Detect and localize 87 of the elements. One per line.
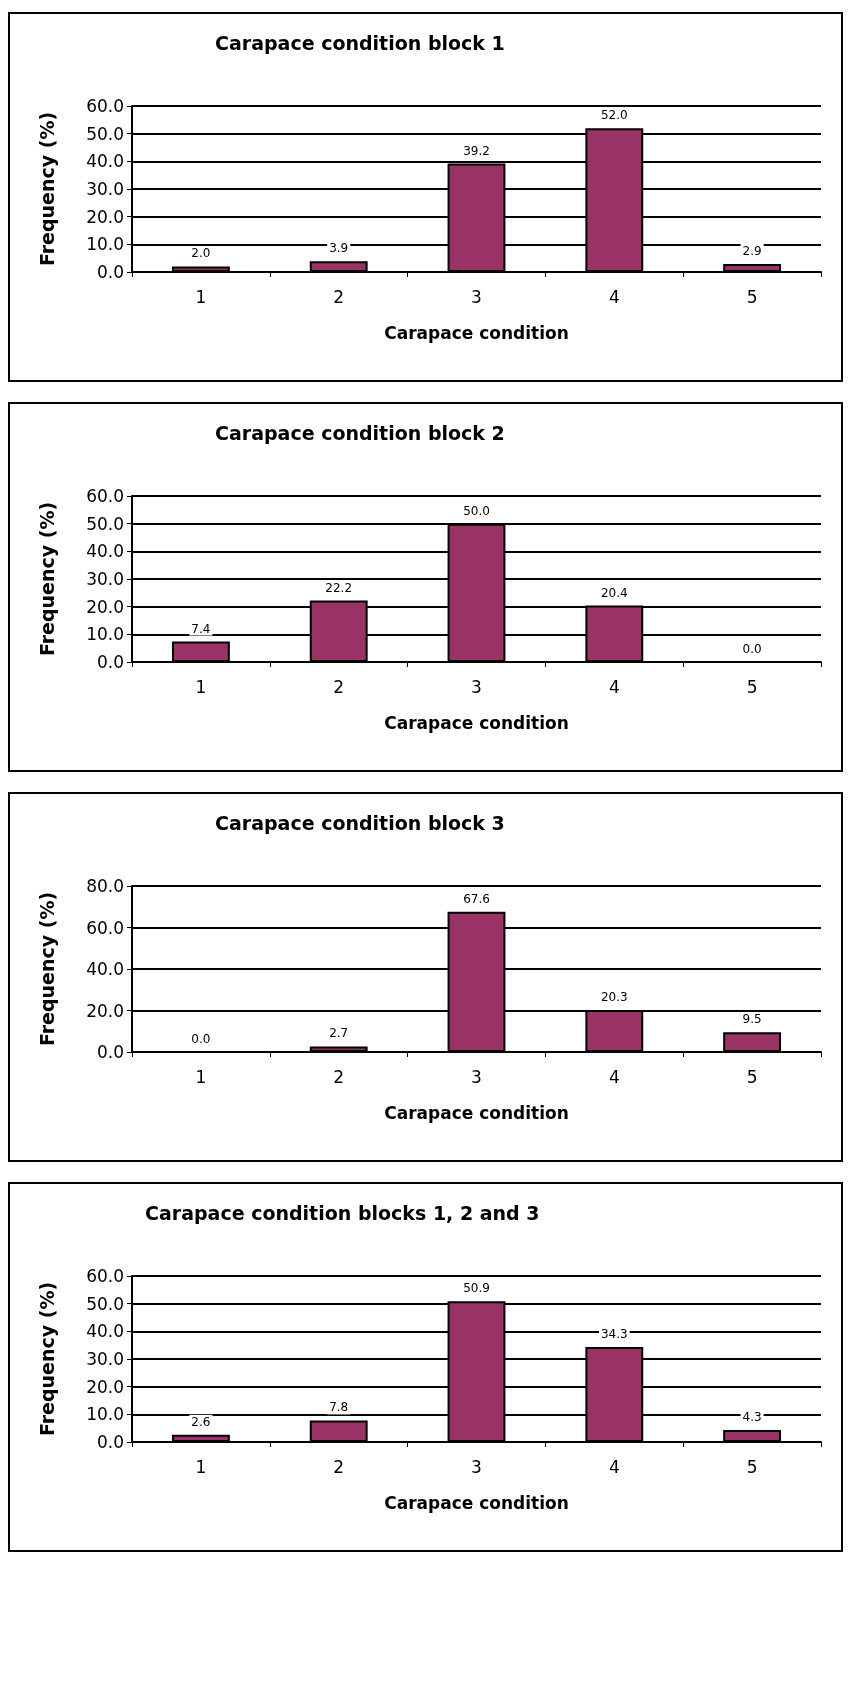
data-label: 20.4 [600, 585, 628, 600]
bar [309, 1420, 368, 1442]
y-tick-label: 50.0 [86, 1293, 124, 1314]
data-label: 22.2 [325, 580, 353, 595]
y-tick-label: 0.0 [96, 1042, 124, 1062]
data-label: 0.0 [191, 1032, 211, 1046]
data-label: 2.6 [191, 1414, 211, 1429]
chart-title: Carapace condition block 2 [215, 421, 505, 444]
y-tick-label: 60.0 [86, 486, 124, 506]
x-tick-label: 5 [746, 286, 758, 307]
y-tick-label: 60.0 [86, 96, 124, 116]
x-tick-label: 1 [195, 1456, 207, 1477]
x-tick-label: 1 [195, 286, 207, 307]
x-tick-label: 3 [471, 286, 482, 307]
bar [723, 1032, 782, 1052]
y-tick-label: 0.0 [96, 1432, 124, 1452]
data-label: 20.3 [600, 989, 628, 1004]
bar [309, 1046, 368, 1052]
y-tick-label: 50.0 [86, 123, 124, 144]
bar [723, 1430, 782, 1442]
bar [171, 266, 230, 272]
x-tick-label: 5 [746, 1456, 758, 1477]
x-axis-title: Carapace condition [384, 1492, 569, 1513]
y-tick-label: 30.0 [86, 179, 124, 199]
y-tick-label: 30.0 [86, 1349, 124, 1369]
data-label: 4.3 [742, 1410, 762, 1425]
y-tick-label: 40.0 [86, 959, 124, 979]
x-tick-label: 2 [333, 1066, 345, 1087]
x-tick-label: 2 [333, 286, 345, 307]
chart-title: Carapace condition block 3 [215, 811, 505, 834]
y-tick-label: 50.0 [86, 513, 124, 534]
chart-title: Carapace condition blocks 1, 2 and 3 [145, 1201, 540, 1224]
y-axis-title: Frequency (%) [35, 111, 58, 267]
y-tick-label: 20.0 [86, 596, 124, 617]
bar [309, 261, 368, 272]
x-tick-label: 3 [471, 1066, 482, 1087]
y-tick-label: 30.0 [86, 569, 124, 589]
data-label: 50.9 [463, 1281, 490, 1296]
x-axis-title: Carapace condition [384, 712, 569, 733]
y-axis-title: Frequency (%) [35, 1281, 58, 1437]
data-label: 7.4 [191, 621, 211, 636]
data-label: 2.0 [191, 246, 211, 261]
y-tick-label: 0.0 [96, 262, 124, 282]
data-label: 39.2 [463, 143, 490, 158]
y-tick-label: 0.0 [96, 652, 124, 672]
bar [171, 1434, 230, 1442]
y-axis-title: Frequency (%) [35, 891, 58, 1047]
data-label: 34.3 [600, 1327, 628, 1342]
bar [171, 641, 230, 662]
y-tick-label: 20.0 [86, 1376, 124, 1397]
x-tick-label: 4 [608, 1456, 620, 1477]
data-label: 50.0 [463, 503, 490, 518]
data-label: 3.9 [329, 241, 349, 256]
x-tick-label: 1 [195, 1066, 207, 1087]
x-tick-label: 3 [471, 1456, 482, 1477]
data-label: 0.0 [742, 642, 762, 656]
x-axis-title: Carapace condition [384, 322, 569, 343]
x-tick-label: 3 [471, 676, 482, 697]
data-label: 2.7 [329, 1026, 349, 1041]
x-tick-label: 2 [333, 676, 345, 697]
x-tick-label: 1 [195, 676, 207, 697]
x-tick-label: 5 [746, 1066, 758, 1087]
bar [723, 263, 782, 272]
y-tick-label: 40.0 [86, 541, 124, 562]
y-tick-label: 40.0 [86, 1321, 124, 1342]
x-tick-label: 4 [608, 1066, 620, 1087]
x-tick-label: 4 [608, 286, 620, 307]
y-tick-label: 40.0 [86, 151, 124, 172]
y-tick-label: 10.0 [86, 624, 124, 645]
data-label: 7.8 [329, 1400, 349, 1415]
y-tick-label: 10.0 [86, 1404, 124, 1425]
y-tick-label: 60.0 [86, 1266, 124, 1286]
data-label: 67.6 [463, 891, 490, 906]
x-tick-label: 2 [333, 1456, 345, 1477]
x-tick-label: 4 [608, 676, 620, 697]
data-label: 9.5 [742, 1012, 762, 1027]
x-tick-label: 5 [746, 676, 758, 697]
x-axis-title: Carapace condition [384, 1102, 569, 1123]
chart-title: Carapace condition block 1 [215, 31, 505, 54]
y-tick-label: 20.0 [86, 206, 124, 227]
y-tick-label: 80.0 [86, 876, 124, 896]
y-axis-title: Frequency (%) [35, 501, 58, 657]
data-label: 2.9 [742, 243, 762, 258]
y-tick-label: 20.0 [86, 1000, 124, 1021]
data-label: 52.0 [600, 108, 628, 123]
y-tick-label: 10.0 [86, 234, 124, 255]
y-tick-label: 60.0 [86, 917, 124, 938]
